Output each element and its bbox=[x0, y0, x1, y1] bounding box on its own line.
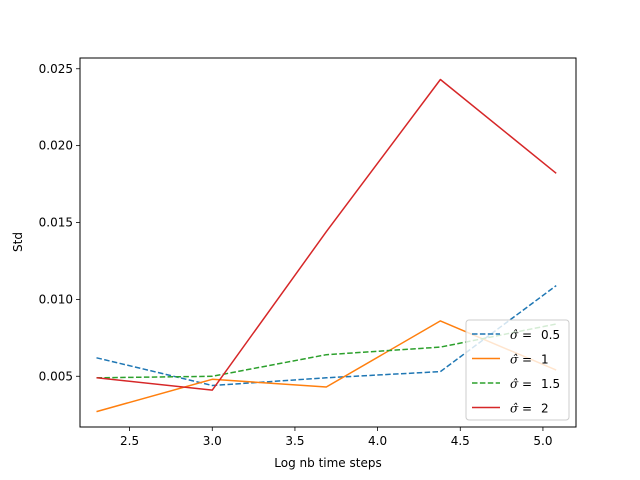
legend-box bbox=[465, 319, 570, 421]
legend-label-2: 1.5 bbox=[541, 377, 560, 391]
legend-label-3: 2 bbox=[541, 402, 549, 416]
legend-label-1: 1 bbox=[541, 353, 549, 367]
y-tick-label: 0.020 bbox=[39, 139, 73, 153]
legend: σ̂ = 0.5 σ̂ = 1 σ̂ = 1.5 σ̂ = 2 bbox=[465, 319, 570, 421]
x-tick-label: 4.0 bbox=[368, 434, 387, 448]
y-axis-ticks: 0.005 0.010 0.015 0.020 0.025 bbox=[39, 62, 80, 383]
y-tick-label: 0.010 bbox=[39, 292, 73, 306]
legend-symbol-1: σ̂ = bbox=[510, 353, 532, 367]
legend-symbol-2: σ̂ = bbox=[510, 377, 532, 391]
x-axis-label: Log nb time steps bbox=[274, 456, 381, 470]
x-axis-ticks: 2.5 3.0 3.5 4.0 4.5 5.0 bbox=[120, 427, 552, 448]
y-tick-label: 0.015 bbox=[39, 216, 73, 230]
x-tick-label: 4.5 bbox=[451, 434, 470, 448]
y-tick-label: 0.025 bbox=[39, 62, 73, 76]
x-tick-label: 5.0 bbox=[533, 434, 552, 448]
x-tick-label: 3.0 bbox=[203, 434, 222, 448]
plot-area-frame bbox=[79, 57, 577, 428]
legend-symbol-0: σ̂ = bbox=[510, 328, 532, 342]
legend-symbol-3: σ̂ = bbox=[510, 402, 532, 416]
x-tick-label: 2.5 bbox=[120, 434, 139, 448]
series-line-3 bbox=[96, 78, 557, 391]
legend-label-0: 0.5 bbox=[541, 328, 560, 342]
y-axis-label: Std bbox=[11, 232, 25, 252]
y-tick-label: 0.005 bbox=[39, 369, 73, 383]
series-line-2 bbox=[96, 323, 557, 379]
x-tick-label: 3.5 bbox=[285, 434, 304, 448]
